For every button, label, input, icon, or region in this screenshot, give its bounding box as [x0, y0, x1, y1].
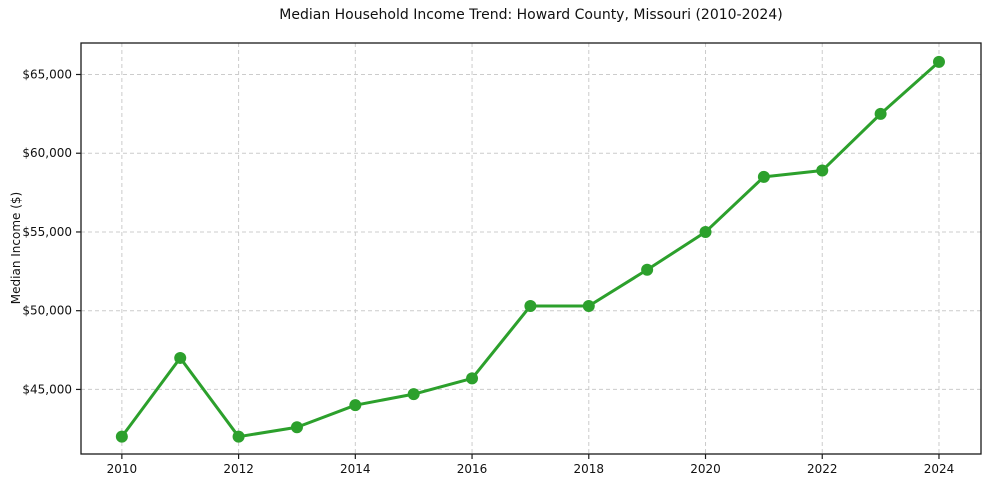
- data-point-2018: [582, 299, 595, 312]
- data-point-2024: [932, 55, 945, 68]
- x-tick-label: 2018: [574, 462, 605, 476]
- data-point-2011: [174, 351, 187, 364]
- data-point-2012: [232, 430, 245, 443]
- data-point-2016: [466, 372, 479, 385]
- y-tick-label: $50,000: [22, 304, 72, 318]
- data-point-2013: [290, 421, 303, 434]
- chart-title: Median Household Income Trend: Howard Co…: [279, 7, 783, 23]
- data-point-2017: [524, 299, 537, 312]
- tick-labels: 2010 2012 2014 2016 2018 2020 2022 2024 $45,000 $…: [22, 67, 954, 476]
- data-point-2020: [699, 225, 712, 238]
- data-point-2010: [115, 430, 128, 443]
- data-points: [115, 55, 945, 443]
- grid: [81, 43, 981, 454]
- y-tick-label: $55,000: [22, 225, 72, 239]
- x-tick-label: 2024: [924, 462, 955, 476]
- x-tick-label: 2012: [223, 462, 254, 476]
- y-tick-label: $60,000: [22, 146, 72, 160]
- data-point-2021: [757, 170, 770, 183]
- plot-border: [80, 42, 982, 455]
- data-point-2022: [816, 164, 829, 177]
- x-tick-label: 2016: [457, 462, 488, 476]
- x-tick-label: 2020: [690, 462, 721, 476]
- data-point-2023: [874, 107, 887, 120]
- data-point-2019: [641, 263, 654, 276]
- y-tick-label: $45,000: [22, 382, 72, 396]
- income-line: [120, 60, 941, 439]
- tick-marks: [76, 73, 940, 459]
- y-tick-label: $65,000: [22, 67, 72, 81]
- data-point-2015: [407, 388, 420, 401]
- x-tick-label: 2022: [807, 462, 838, 476]
- x-tick-label: 2014: [340, 462, 371, 476]
- x-tick-label: 2010: [107, 462, 138, 476]
- data-point-2014: [349, 399, 362, 412]
